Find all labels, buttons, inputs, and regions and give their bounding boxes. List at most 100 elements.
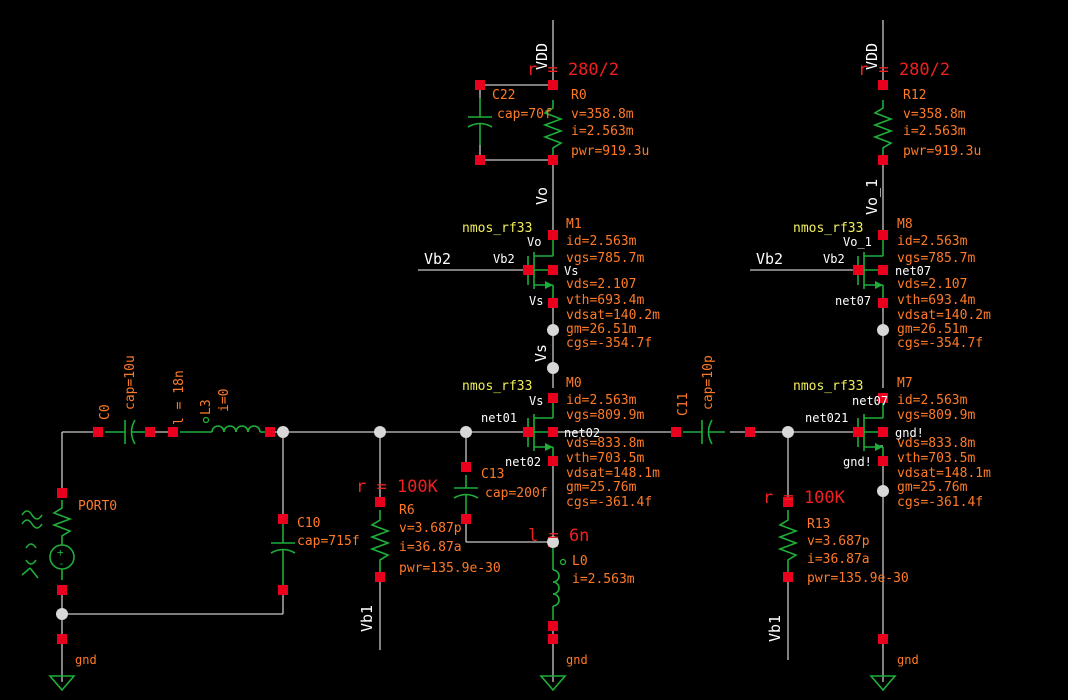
m0-id: id=2.563m — [566, 393, 637, 408]
r6-resistor-symbol — [369, 510, 391, 575]
r13-name: R13 — [807, 517, 830, 532]
r0-resistor-symbol — [542, 100, 564, 158]
m1-model: nmos_rf33 — [462, 221, 532, 236]
ground-symbol-port — [48, 675, 76, 692]
m7-name: M7 — [897, 376, 913, 391]
m0-gate-net: net01 — [481, 411, 517, 425]
r12-name: R12 — [903, 88, 926, 103]
m7-drain-net: net07 — [852, 394, 888, 408]
l3-name: L3 — [199, 399, 214, 415]
r6-power: pwr=135.9e-30 — [399, 561, 501, 576]
r12-resistance: r = 280/2 — [858, 60, 950, 80]
m7-bulk-net: gnd! — [895, 426, 924, 440]
m0-model: nmos_rf33 — [462, 379, 532, 394]
l0-inductor-symbol — [552, 548, 567, 620]
r13-resistor-symbol — [777, 510, 799, 575]
m0-vgs: vgs=809.9m — [566, 408, 644, 423]
m8-cgs: cgs=-354.7f — [897, 336, 983, 351]
junction-dots — [56, 324, 889, 620]
r13-voltage: v=3.687p — [807, 534, 870, 549]
l3-inductance: l = 18n — [172, 370, 187, 425]
m7-vth: vth=703.5m — [897, 451, 975, 466]
port0-name: PORT0 — [78, 499, 117, 514]
m8-vdsat: vdsat=140.2m — [897, 308, 991, 323]
m8-vth: vth=693.4m — [897, 293, 975, 308]
m7-gm: gm=25.76m — [897, 480, 968, 495]
m1-bulk-net: Vs — [564, 264, 578, 278]
r6-name: R6 — [399, 503, 415, 518]
m0-gm: gm=25.76m — [566, 480, 637, 495]
ground-symbol-l0 — [539, 675, 567, 692]
l3-current: i=0 — [217, 389, 232, 412]
m8-drain-net: Vo_1 — [843, 235, 872, 249]
m7-cgs: cgs=-361.4f — [897, 495, 983, 510]
m8-source-net: net07 — [835, 294, 871, 308]
r13-resistance: r = 100K — [763, 488, 846, 508]
m7-vdsat: vdsat=148.1m — [897, 466, 991, 481]
c0-cap: cap=10u — [123, 355, 138, 410]
m1-cgs: cgs=-354.7f — [566, 336, 652, 351]
vdd-label-right: VDD — [863, 43, 881, 70]
wires — [61, 20, 884, 682]
r12-power: pwr=919.3u — [903, 144, 981, 159]
c13-name: C13 — [481, 467, 504, 482]
m0-bulk-net: net02 — [564, 426, 600, 440]
vo1-label: Vo_1 — [863, 179, 881, 215]
r13-power: pwr=135.9e-30 — [807, 571, 909, 586]
m0-cgs: cgs=-361.4f — [566, 495, 652, 510]
m1-vgs: vgs=785.7m — [566, 251, 644, 266]
c11-name: C11 — [676, 393, 691, 416]
vb2-label-right: Vb2 — [756, 250, 783, 268]
annotations: r = 280/2 R0 v=358.8m i=2.563m pwr=919.3… — [78, 60, 991, 587]
m8-id: id=2.563m — [897, 234, 968, 249]
symbols: + - — [21, 98, 897, 692]
m7-id: id=2.563m — [897, 393, 968, 408]
m1-id: id=2.563m — [566, 234, 637, 249]
r0-name: R0 — [571, 88, 587, 103]
m1-name: M1 — [566, 217, 582, 232]
ground-symbol-m7 — [869, 675, 897, 692]
r12-current: i=2.563m — [903, 124, 966, 139]
m8-bulk-net: net07 — [895, 264, 931, 278]
m1-source-net: Vs — [529, 294, 543, 308]
m8-model: nmos_rf33 — [793, 221, 863, 236]
c13-capacitor-symbol — [453, 475, 479, 515]
l0-current: i=2.563m — [572, 572, 635, 587]
m0-vdsat: vdsat=148.1m — [566, 466, 660, 481]
r0-power: pwr=919.3u — [571, 144, 649, 159]
m0-vth: vth=703.5m — [566, 451, 644, 466]
m8-gate-net: Vb2 — [823, 252, 845, 266]
c10-capacitor-symbol — [270, 518, 296, 590]
gnd-label-m7: gnd — [897, 653, 919, 667]
vb1-label-left: Vb1 — [358, 605, 376, 632]
vb2-label-left: Vb2 — [424, 250, 451, 268]
m1-gate-net: Vb2 — [493, 252, 515, 266]
svg-text:+: + — [57, 546, 64, 559]
r12-resistor-symbol — [872, 100, 894, 158]
vb1-label-right: Vb1 — [766, 615, 784, 642]
m1-vth: vth=693.4m — [566, 293, 644, 308]
m0-vds: vds=833.8m — [566, 436, 644, 451]
c13-cap: cap=200f — [485, 486, 548, 501]
m7-vds: vds=833.8m — [897, 436, 975, 451]
c22-cap: cap=70f — [497, 107, 552, 122]
vs-label-vertical: Vs — [532, 344, 550, 362]
gnd-label-port: gnd — [75, 653, 97, 667]
r0-resistance: r = 280/2 — [527, 60, 619, 80]
m7-transistor-symbol — [857, 400, 884, 456]
m1-drain-net: Vo — [527, 235, 541, 249]
r0-current: i=2.563m — [571, 124, 634, 139]
r6-voltage: v=3.687p — [399, 521, 462, 536]
pins — [57, 80, 888, 644]
svg-text:-: - — [58, 557, 65, 570]
r13-current: i=36.87a — [807, 552, 870, 567]
r0-voltage: v=358.8m — [571, 107, 634, 122]
m0-drain-net: Vs — [529, 394, 543, 408]
m0-source-net: net02 — [505, 455, 541, 469]
m7-source-net: gnd! — [843, 455, 872, 469]
r6-resistance: r = 100K — [356, 477, 439, 497]
m8-vds: vds=2.107 — [897, 277, 967, 292]
r12-voltage: v=358.8m — [903, 107, 966, 122]
c22-name: C22 — [492, 88, 515, 103]
